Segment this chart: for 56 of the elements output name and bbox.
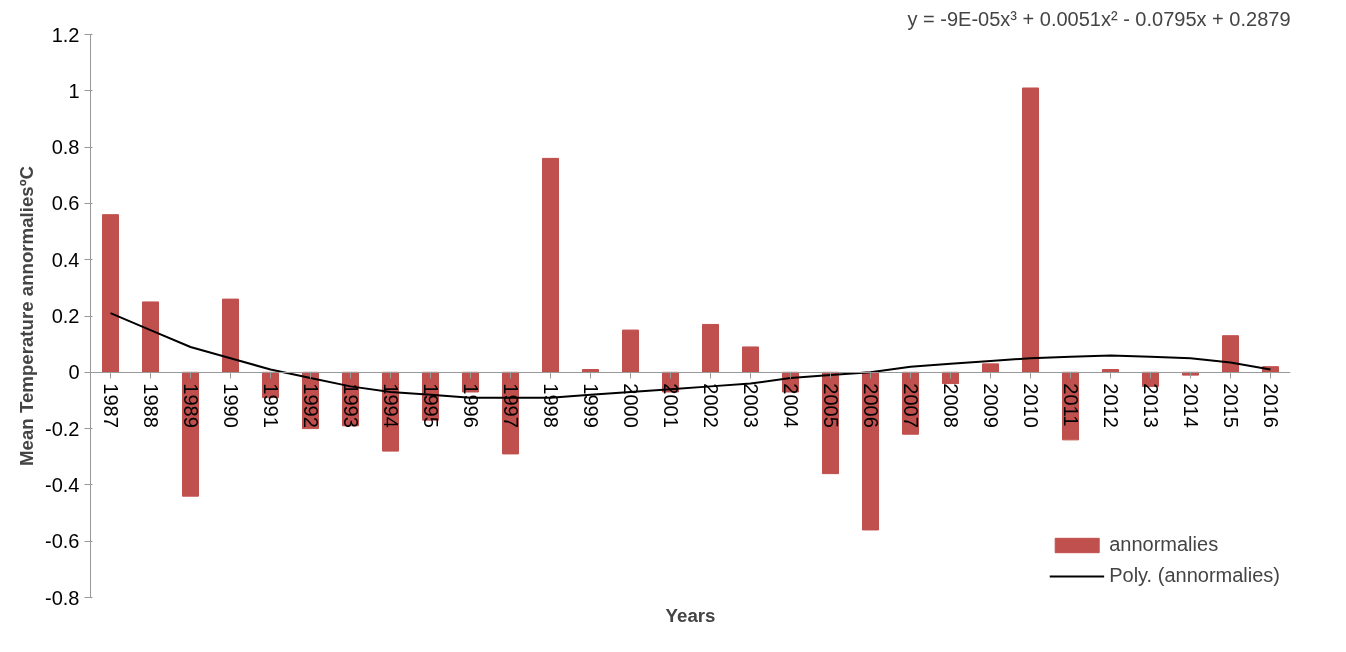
bar <box>222 298 239 373</box>
x-tick-label: 1990 <box>219 383 242 428</box>
x-tick-label: 1999 <box>579 383 602 428</box>
bar <box>1222 335 1239 373</box>
y-tick-label: 0.8 <box>51 136 80 159</box>
x-tick-label: 1995 <box>419 383 442 428</box>
x-tick-label: 1998 <box>539 383 562 428</box>
x-tick-label: 2002 <box>699 383 722 428</box>
x-tick-label: 2004 <box>779 383 802 428</box>
y-tick-label: -0.4 <box>45 473 80 496</box>
x-tick-label: 2014 <box>1179 383 1202 428</box>
y-tick-label: 1 <box>68 79 80 102</box>
x-tick-label: 2006 <box>859 383 882 428</box>
x-tick-label: 2009 <box>979 383 1002 428</box>
bar <box>982 363 999 373</box>
x-axis-title: Years <box>665 604 716 626</box>
x-tick-label: 1993 <box>339 383 362 428</box>
x-tick-label: 2010 <box>1019 383 1042 428</box>
x-tick-label: 2016 <box>1259 383 1282 428</box>
bar <box>542 157 559 373</box>
y-tick-label: -0.6 <box>45 530 80 553</box>
x-tick-label: 2013 <box>1139 383 1162 428</box>
x-tick-label: 1997 <box>499 383 522 428</box>
x-tick-label: 2011 <box>1059 383 1082 427</box>
x-tick-label: 1994 <box>379 383 402 428</box>
x-tick-label: 1988 <box>139 383 162 428</box>
x-tick-label: 2001 <box>659 383 682 428</box>
x-tick-label: 2008 <box>939 383 962 428</box>
x-tick-label: 1989 <box>179 383 202 428</box>
x-tick-label: 1992 <box>299 383 322 428</box>
y-tick-label: 0.6 <box>51 192 80 215</box>
text: y = -9E-05x³ + 0.0051x² - 0.0795x + 0.2879 <box>907 7 1291 30</box>
y-tick-label: 0.4 <box>51 248 80 271</box>
x-tick-label: 2007 <box>899 383 922 428</box>
x-tick-label: 2003 <box>739 383 762 428</box>
bar <box>102 214 119 373</box>
y-tick-label: 0 <box>68 361 80 384</box>
x-tick-label: 1991 <box>259 383 282 428</box>
y-tick-label: 1.2 <box>51 23 80 46</box>
x-tick-label: 2012 <box>1099 383 1122 428</box>
x-tick-label: 1987 <box>99 383 122 428</box>
legend-label: Poly. (annormalies) <box>1109 564 1280 587</box>
bar <box>622 329 639 373</box>
bar <box>742 346 759 373</box>
x-tick-label: 2015 <box>1219 383 1242 428</box>
legend-label: annormalies <box>1109 533 1219 556</box>
bar <box>1022 87 1039 373</box>
bar <box>702 323 719 373</box>
x-tick-label: 2005 <box>819 383 842 428</box>
y-tick-label: 0.2 <box>51 305 80 327</box>
y-tick-label: -0.2 <box>45 417 80 440</box>
y-axis-title: Mean Temperature annormaliesºC <box>16 166 38 466</box>
x-tick-label: 2000 <box>619 383 642 428</box>
y-tick-label: -0.8 <box>45 586 80 609</box>
x-tick-label: 1996 <box>459 383 482 428</box>
bar <box>142 301 159 373</box>
